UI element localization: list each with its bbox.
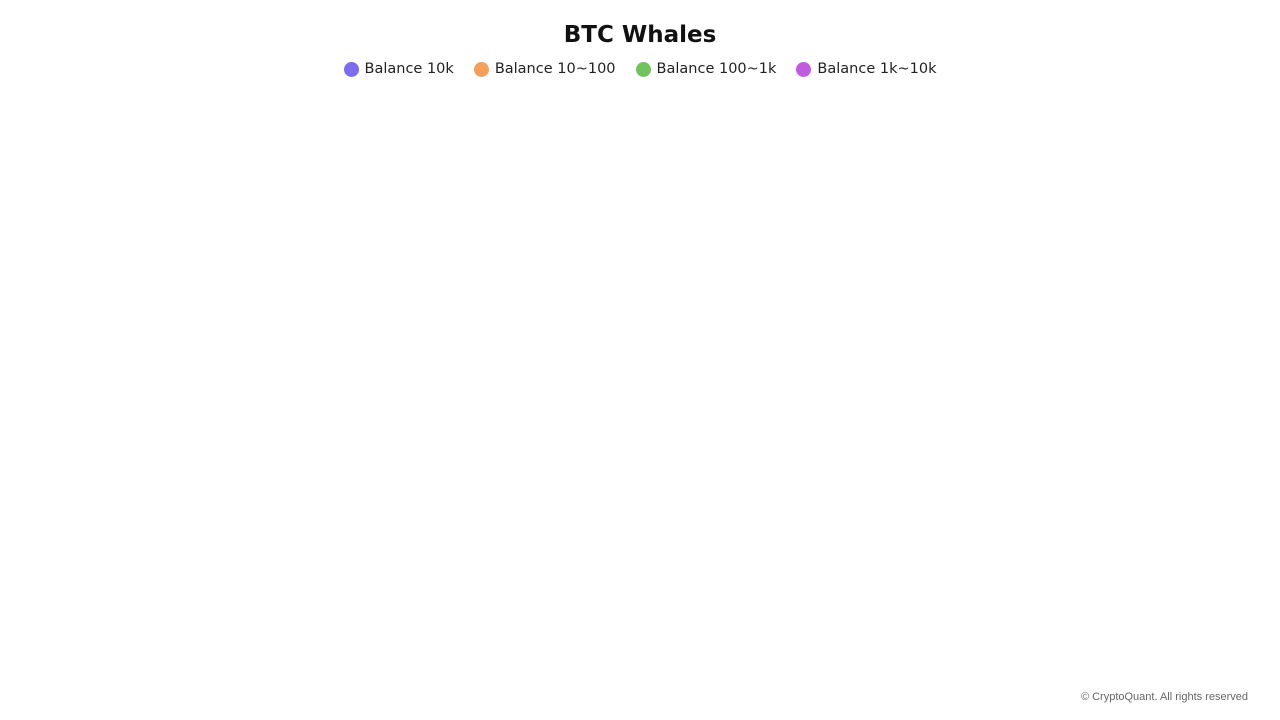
area-balance-10k — [117, 128, 1239, 259]
y-axis-label: Balance — [31, 350, 47, 406]
y-tick-label: 3M — [65, 522, 86, 538]
y-tick-label: 0 — [77, 648, 86, 664]
x-tick-label: 2021 — [672, 668, 704, 683]
legend-label: Balance 10~100 — [494, 61, 616, 77]
x-tick-label: 2024 — [1008, 668, 1040, 683]
y-tick-label: 9M — [65, 269, 86, 285]
legend-label: Balance 1k~10k — [817, 61, 937, 77]
x-tick-label: 2016 — [111, 668, 143, 683]
x-tick-label: 2019 — [447, 668, 479, 683]
x-tick-label: 2022 — [784, 668, 816, 683]
legend-item[interactable]: Balance 10~100 — [473, 61, 616, 77]
legend-dot-icon — [796, 61, 812, 77]
legend-dot-icon — [473, 61, 489, 77]
x-tick-label: 2020 — [559, 668, 591, 683]
legend-item[interactable]: Balance 10k — [343, 61, 454, 77]
area-balance-1k-10k — [117, 501, 1239, 655]
legend: Balance 10k Balance 10~100 Balance 100~1k B… — [0, 61, 1280, 77]
legend-item[interactable]: Balance 1k~10k — [796, 61, 936, 77]
chart-title: BTC Whales — [563, 22, 717, 48]
legend-label: Balance 100~1k — [656, 61, 777, 77]
y-tick-label: 12M — [56, 143, 86, 159]
legend-dot-icon — [343, 61, 359, 77]
legend-label: Balance 10k — [364, 61, 454, 77]
x-tick-label: 2017 — [223, 668, 255, 683]
legend-item[interactable]: Balance 100~1k — [635, 61, 777, 77]
area-balance-10-100 — [117, 176, 1239, 388]
x-tick-label: 2025 — [1120, 668, 1152, 683]
x-tick-label: 2023 — [896, 668, 928, 683]
y-tick-label: 6M — [65, 396, 86, 412]
copyright-credit: © CryptoQuant. All rights reserved — [1080, 691, 1248, 703]
area-balance-100-1k — [117, 290, 1239, 541]
legend-dot-icon — [635, 61, 651, 77]
x-tick-label: 2018 — [335, 668, 367, 683]
